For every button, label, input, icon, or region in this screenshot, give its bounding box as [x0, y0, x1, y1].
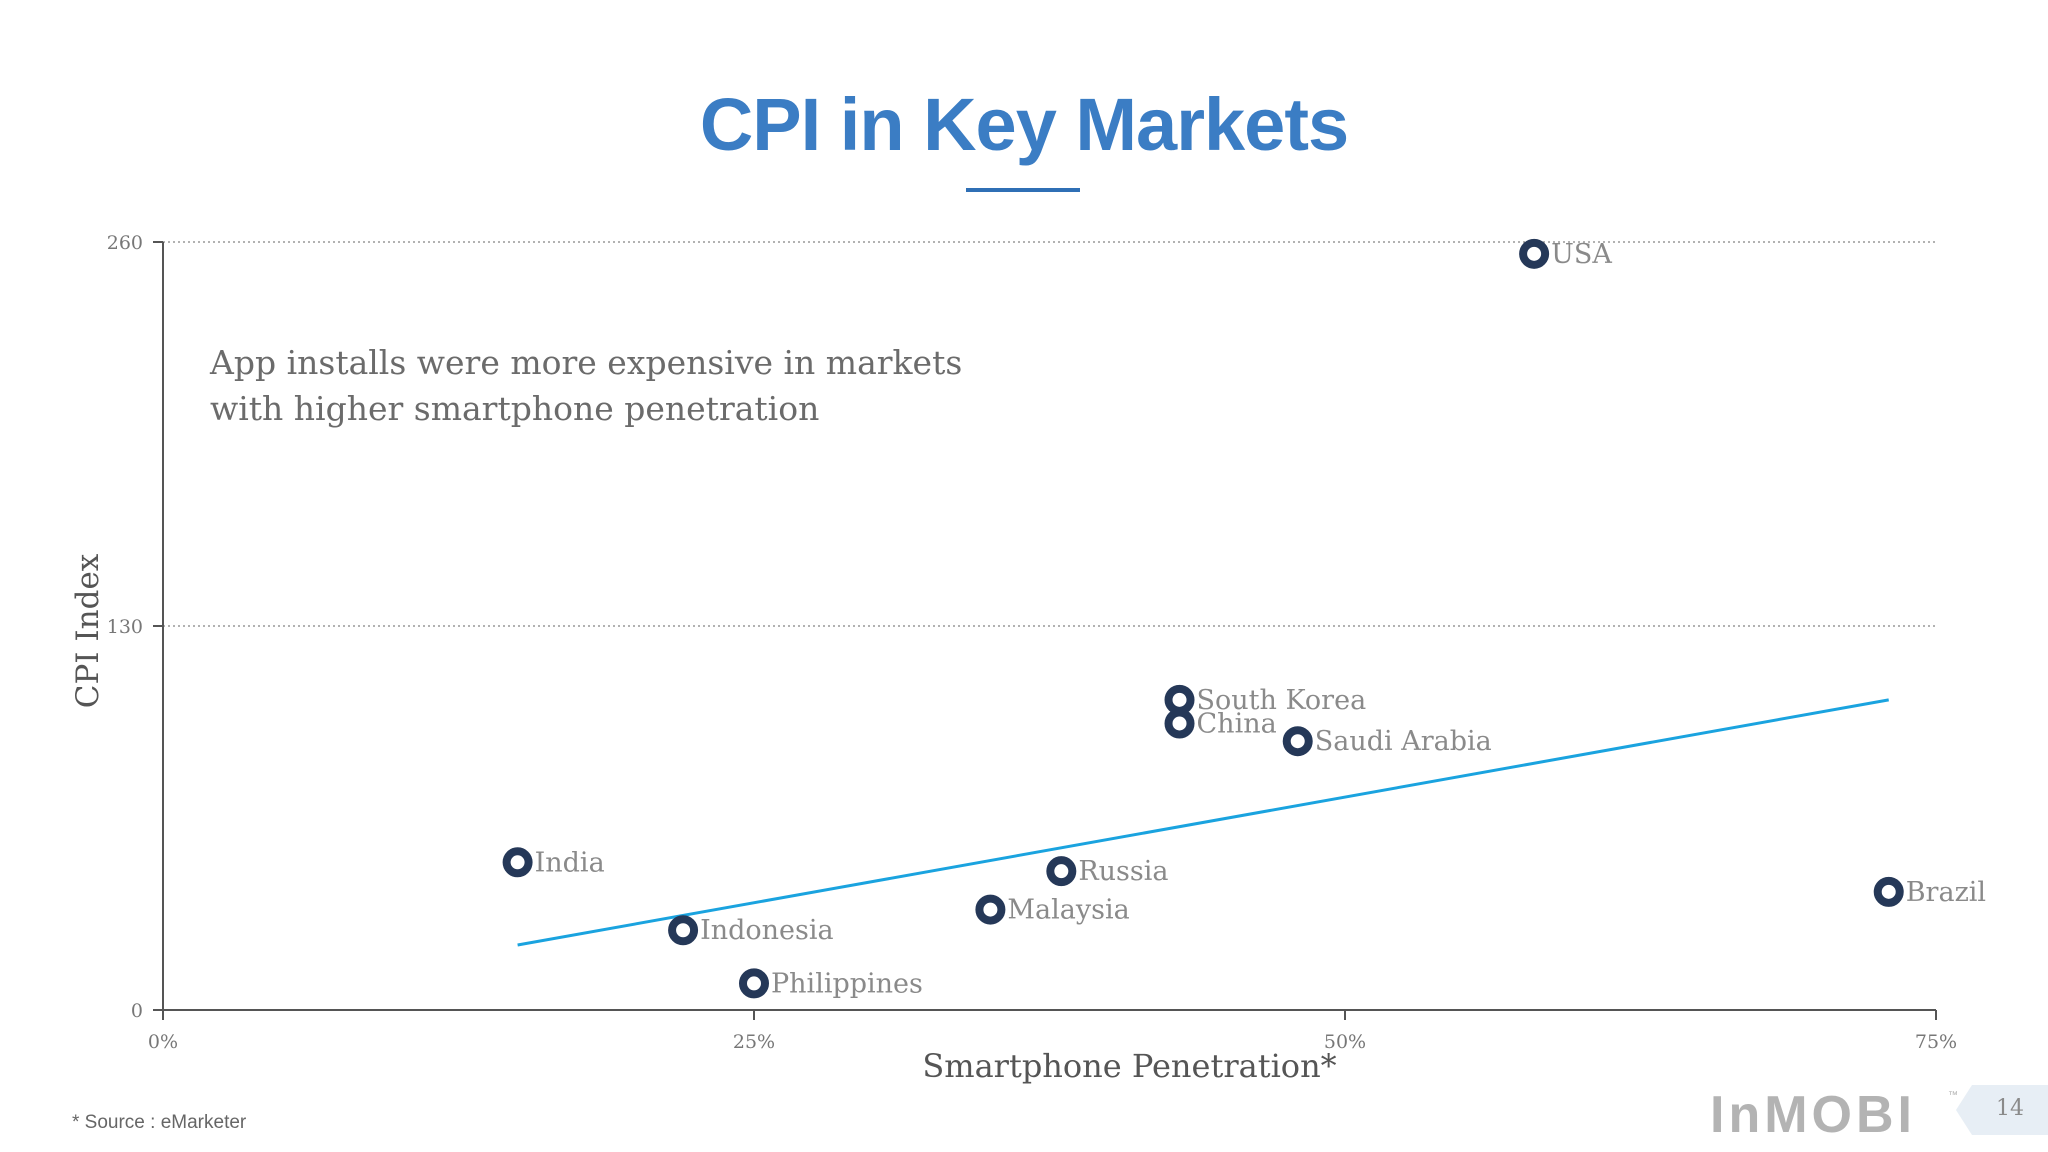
data-point-label: Brazil [1906, 877, 1986, 908]
data-point [1519, 238, 1550, 269]
data-point-label: Saudi Arabia [1315, 726, 1492, 757]
grid-layer [163, 241, 1936, 627]
annotation-line-1: App installs were more expensive in mark… [210, 343, 963, 382]
data-point-label: Russia [1078, 856, 1168, 887]
data-point [1046, 856, 1077, 887]
x-tick-label: 75% [1915, 1031, 1957, 1053]
data-point-label: Malaysia [1007, 895, 1129, 926]
data-point [1164, 708, 1195, 739]
data-point [739, 968, 769, 999]
title-underline [966, 188, 1080, 192]
y-axis-title: CPI Index [70, 553, 106, 708]
page-title: CPI in Key Markets [699, 83, 1349, 166]
data-point-label: USA [1551, 239, 1612, 270]
data-point-label: Philippines [771, 968, 923, 999]
annotation-line-2: with higher smartphone penetration [210, 389, 820, 428]
data-point [668, 915, 699, 946]
data-point [1873, 876, 1904, 907]
data-point [502, 847, 533, 878]
axis-layer: 0 130 260 0% 25% 50% 75% Smartphone Penetration… [70, 232, 1957, 1085]
x-tick-label: 0% [148, 1031, 178, 1053]
y-tick-label: 0 [131, 1000, 143, 1022]
data-point-label: China [1197, 708, 1277, 739]
x-axis-title: Smartphone Penetration* [922, 1047, 1336, 1085]
x-tick-label: 50% [1324, 1031, 1366, 1053]
data-point [1164, 684, 1195, 715]
data-point [1282, 726, 1313, 757]
data-point-label: Indonesia [700, 915, 834, 946]
trendline-layer [517, 698, 1889, 947]
source-footnote: * Source : eMarketer [72, 1112, 247, 1133]
data-point [975, 894, 1006, 925]
chart-annotation: App installs were more expensive in mark… [210, 340, 970, 432]
x-tick-label: 25% [733, 1031, 775, 1053]
logo-trademark: ™ [1948, 1090, 1958, 1101]
page-number-tab [1972, 1085, 2048, 1135]
inmobi-logo: InMOBI [1710, 1086, 1916, 1144]
y-tick-label: 260 [107, 232, 143, 254]
y-tick-label: 130 [107, 616, 143, 638]
data-point-label: South Korea [1197, 685, 1367, 716]
page-tab-notch [1956, 1085, 1972, 1135]
data-point-label: India [535, 847, 605, 878]
page-number: 14 [1996, 1096, 2024, 1121]
trendline [517, 698, 1889, 947]
